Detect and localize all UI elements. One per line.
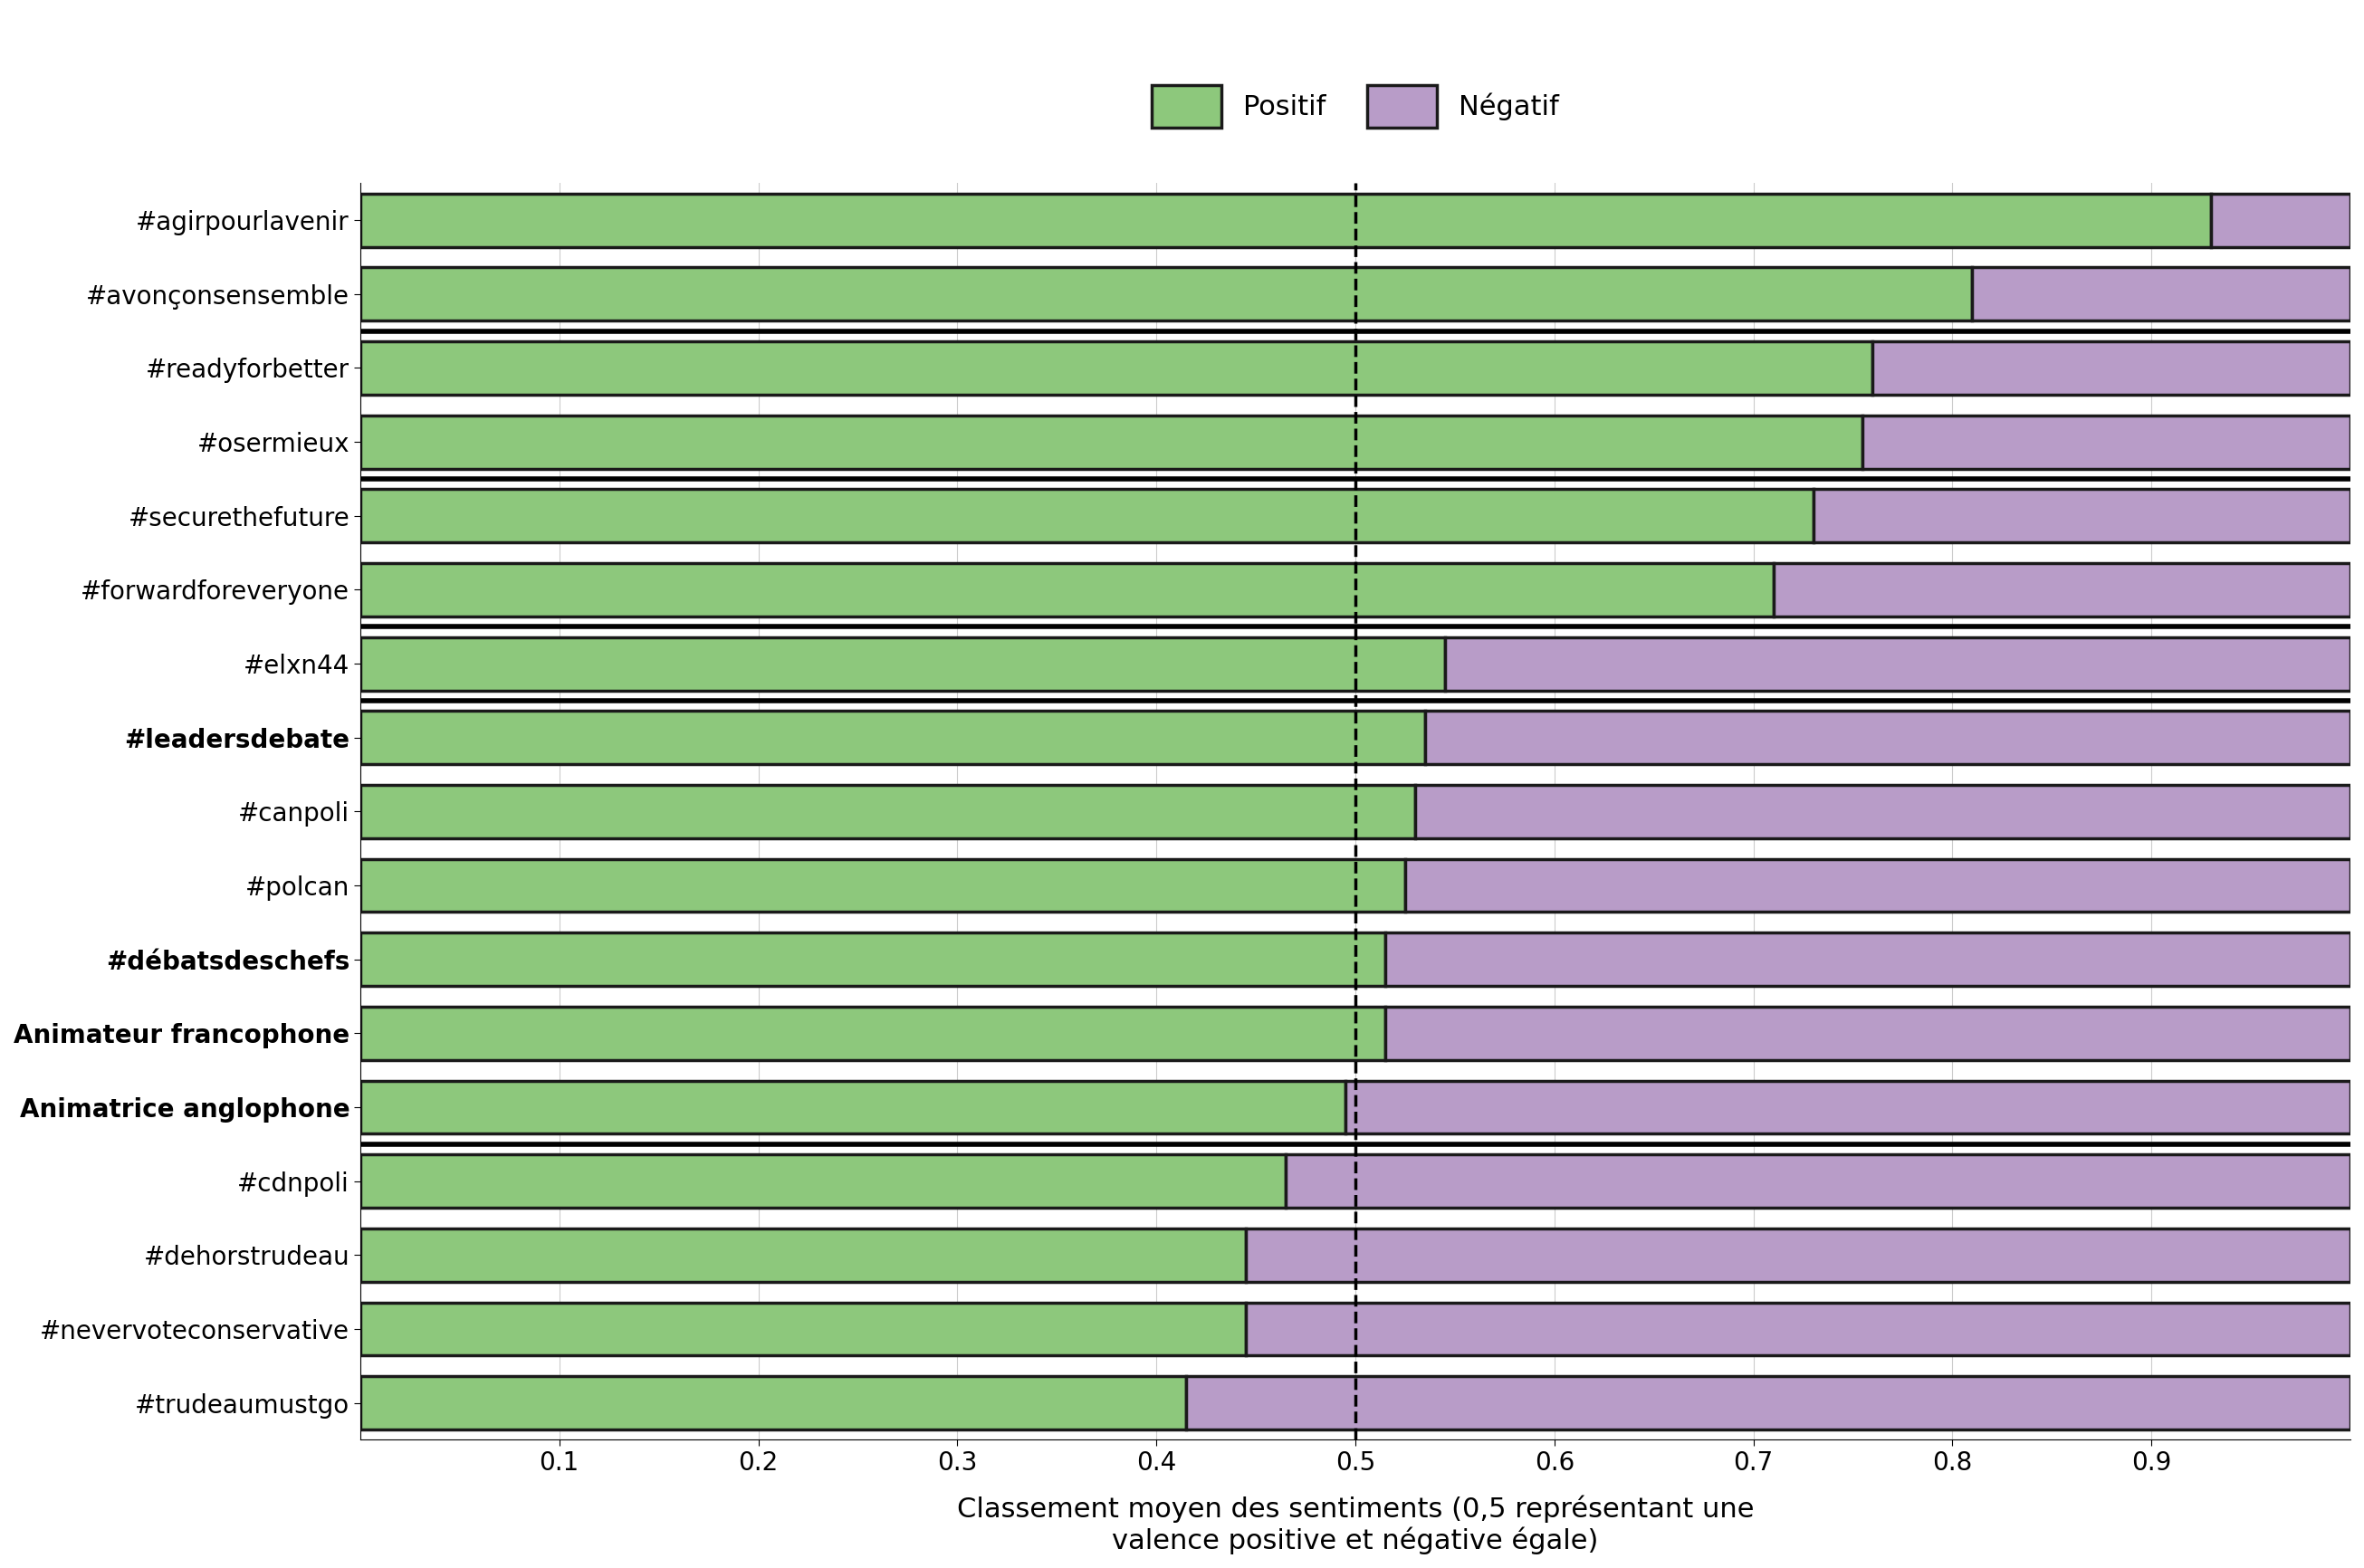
- Bar: [1872, 342, 2350, 395]
- Bar: [1246, 1228, 2350, 1281]
- Bar: [359, 637, 1444, 690]
- Bar: [359, 416, 1863, 469]
- Bar: [1863, 416, 2350, 469]
- Bar: [1286, 1154, 2350, 1207]
- Bar: [359, 489, 1813, 543]
- Bar: [359, 933, 1385, 986]
- Bar: [359, 1377, 1187, 1430]
- Bar: [359, 1228, 1246, 1281]
- Bar: [359, 786, 1416, 839]
- Bar: [359, 1154, 1286, 1207]
- Bar: [1404, 859, 2350, 913]
- Bar: [1345, 1080, 2350, 1134]
- Bar: [359, 859, 1404, 913]
- Bar: [1385, 1007, 2350, 1060]
- Bar: [1444, 637, 2350, 690]
- Bar: [359, 1080, 1345, 1134]
- Bar: [1425, 710, 2350, 764]
- Bar: [359, 710, 1425, 764]
- Bar: [1773, 563, 2350, 616]
- Bar: [1187, 1377, 2350, 1430]
- Bar: [359, 1303, 1246, 1356]
- Bar: [1246, 1303, 2350, 1356]
- Bar: [2210, 193, 2350, 246]
- Bar: [359, 193, 2210, 246]
- Bar: [1385, 933, 2350, 986]
- Legend: Positif, Négatif: Positif, Négatif: [1137, 72, 1572, 141]
- Bar: [1972, 268, 2350, 321]
- Bar: [359, 268, 1972, 321]
- Bar: [359, 563, 1773, 616]
- X-axis label: Classement moyen des sentiments (0,5 représentant une
valence positive et négati: Classement moyen des sentiments (0,5 rep…: [957, 1494, 1754, 1554]
- Bar: [1813, 489, 2350, 543]
- Bar: [359, 342, 1872, 395]
- Bar: [359, 1007, 1385, 1060]
- Bar: [1416, 786, 2350, 839]
